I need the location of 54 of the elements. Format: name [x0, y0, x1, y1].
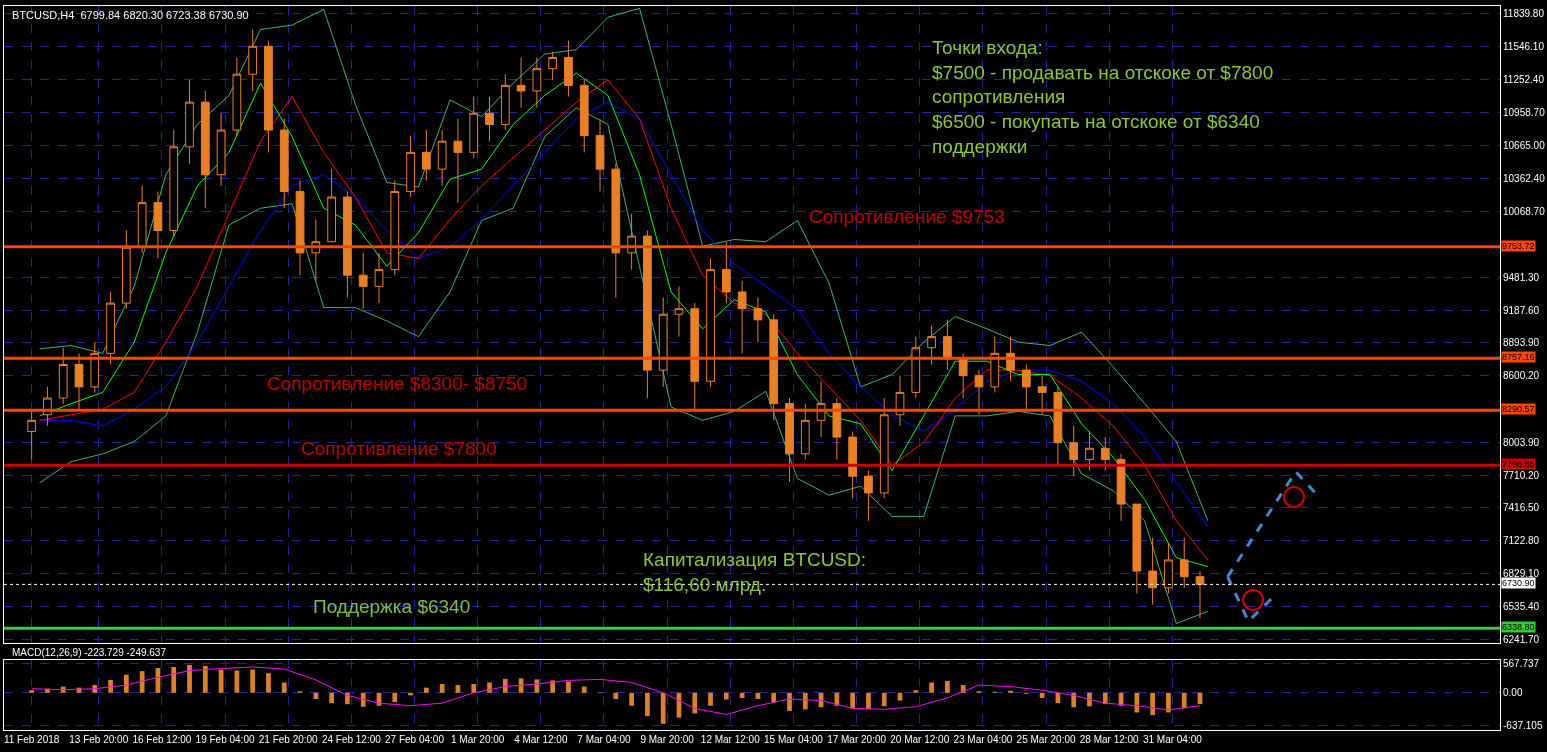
- annotation: Поддержка $6340: [313, 596, 471, 617]
- ref-line-label: 6338.80: [1502, 622, 1535, 632]
- x-tick-label: 19 Feb 04:00: [195, 734, 255, 745]
- ref-line-label: 7798.85: [1502, 459, 1535, 469]
- ref-line-label: 6730.90: [1502, 578, 1535, 588]
- x-tick-label: 23 Mar 04:00: [953, 734, 1013, 745]
- x-tick-label: 27 Feb 04:00: [385, 734, 445, 745]
- x-tick-label: 17 Mar 20:00: [827, 734, 887, 745]
- x-tick-label: 16 Feb 12:00: [132, 734, 192, 745]
- x-tick-label: 31 Mar 04:00: [1142, 734, 1203, 745]
- y-tick-label: 567.737: [1503, 657, 1540, 669]
- y-tick-label: 7122.80: [1503, 535, 1540, 547]
- y-tick-label: 8893.90: [1503, 337, 1540, 349]
- y-tick-label: -637.105: [1503, 720, 1543, 732]
- x-tick-label: 9 Mar 20:00: [640, 734, 695, 745]
- x-tick-label: 21 Feb 20:00: [258, 734, 319, 745]
- annotation: Точки входа: $7500 - продавать на отскоке от $7800 сопротивления $6500 - покупать на отскоке от $6340 поддержки: [932, 37, 1274, 157]
- y-tick-label: 10362.40: [1503, 173, 1546, 185]
- x-tick-label: 20 Mar 12:00: [890, 734, 950, 745]
- x-tick-label: 28 Mar 12:00: [1079, 734, 1140, 745]
- y-tick-label: 10665.00: [1503, 139, 1546, 151]
- y-tick-label: 6241.70: [1503, 633, 1540, 645]
- annotation: Сопротивление $7800: [301, 438, 497, 459]
- annotation: Сопротивление $9753: [809, 206, 1005, 227]
- ref-line-label: 9753.72: [1502, 241, 1535, 251]
- x-tick-label: 12 Mar 12:00: [700, 734, 761, 745]
- text: MACD(12,26,9) -223.729 -249.637: [12, 647, 167, 658]
- x-tick-label: 15 Mar 04:00: [763, 734, 824, 745]
- annotation: BTCUSD,H4 6799.84 6820.30 6723.38 6730.90: [12, 9, 249, 21]
- y-tick-label: 10958.70: [1503, 106, 1546, 118]
- y-tick-label: 10068.70: [1503, 206, 1546, 218]
- y-tick-label: 8003.90: [1503, 436, 1540, 448]
- y-tick-label: 9187.60: [1503, 304, 1540, 316]
- y-tick-label: 11546.10: [1503, 41, 1545, 53]
- y-tick-label: 11252.40: [1503, 74, 1545, 86]
- x-tick-label: 25 Mar 20:00: [1016, 734, 1076, 745]
- y-tick-label: 6829.10: [1503, 567, 1540, 579]
- y-tick-label: 8600.20: [1503, 370, 1540, 382]
- y-tick-label: 0.00: [1503, 687, 1523, 699]
- x-tick-label: 11 Feb 2018: [3, 734, 60, 745]
- x-tick-label: 4 Mar 12:00: [514, 734, 568, 745]
- x-tick-label: 24 Feb 12:00: [321, 734, 382, 745]
- annotation: Капитализация BTCUSD: $116,60 млрд.: [643, 549, 867, 595]
- annotation: Сопротивление $8300- $8750: [267, 373, 528, 394]
- y-tick-label: 7416.50: [1503, 502, 1540, 514]
- ref-line-label: 8290.57: [1502, 404, 1535, 414]
- x-tick-label: 13 Feb 20:00: [69, 734, 129, 745]
- y-tick-label: 9481.30: [1503, 271, 1540, 283]
- y-tick-label: 11839.80: [1503, 8, 1545, 20]
- x-tick-label: 7 Mar 04:00: [577, 734, 632, 745]
- x-tick-label: 1 Mar 20:00: [450, 734, 505, 745]
- ref-line-label: 8757.16: [1502, 352, 1535, 362]
- y-tick-label: 7710.20: [1503, 469, 1540, 481]
- y-tick-label: 6535.40: [1503, 600, 1540, 612]
